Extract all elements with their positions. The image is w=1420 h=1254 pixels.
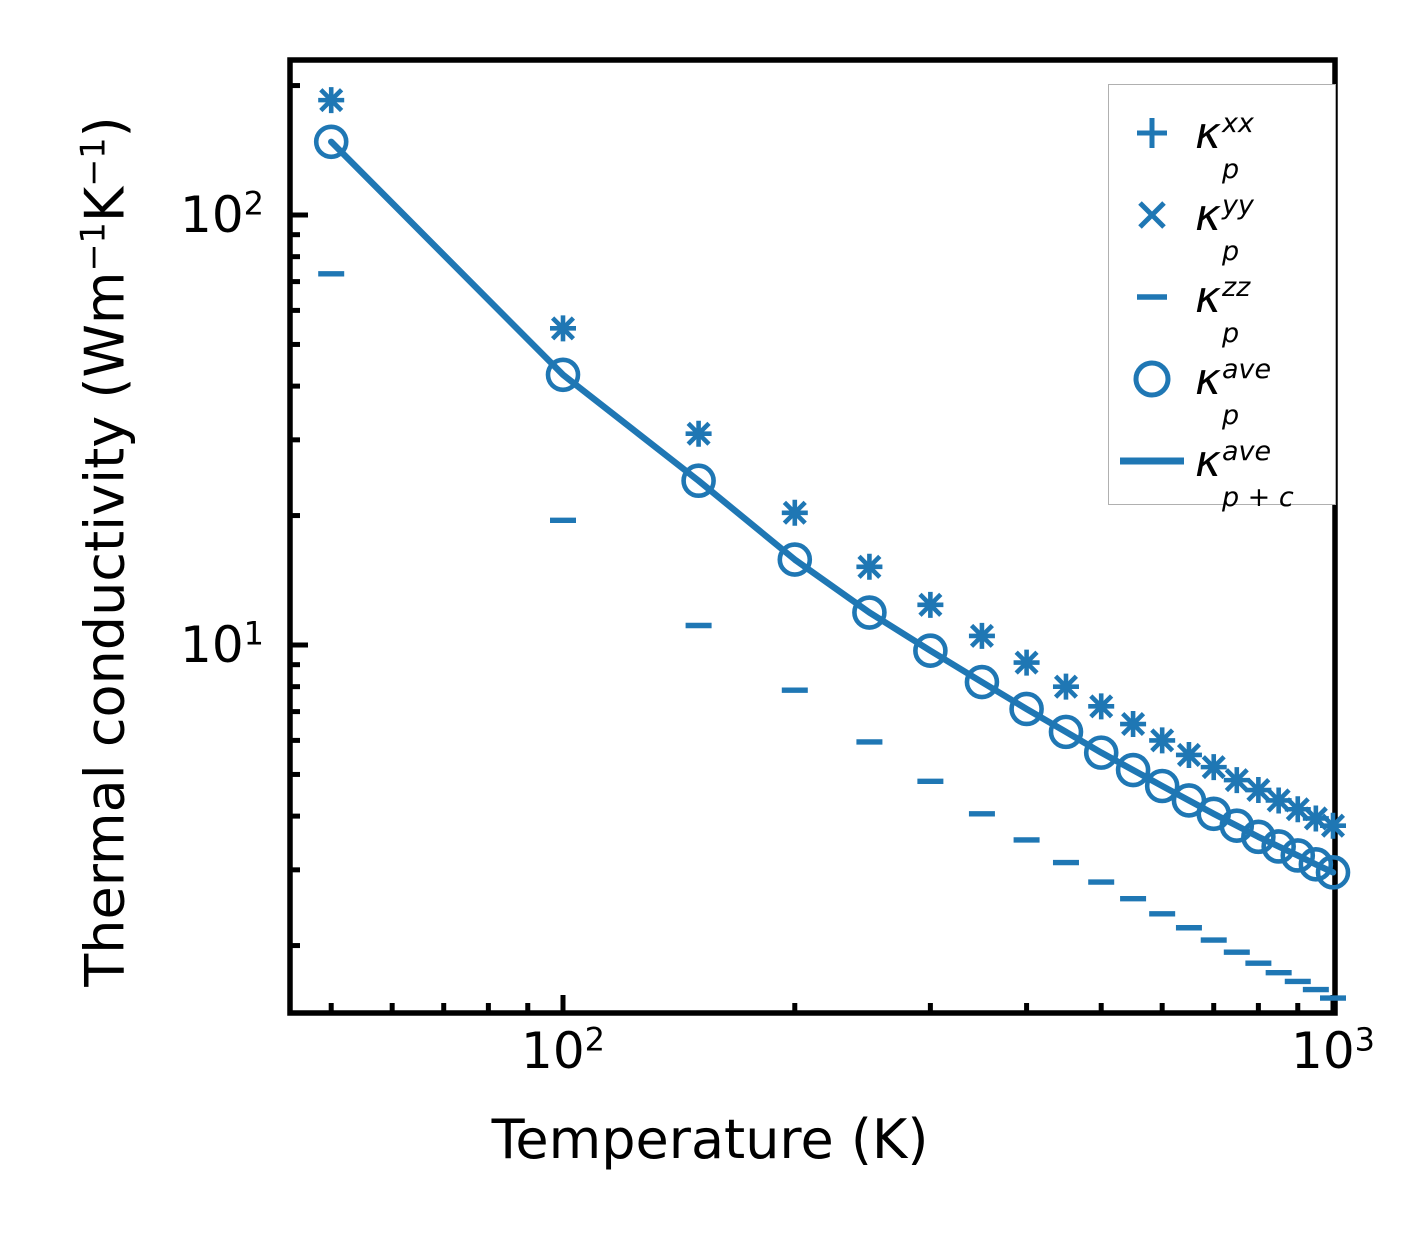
- marker-circle: [1241, 819, 1276, 855]
- y-axis-label: Thermal conductivity (Wm−1K−1): [73, 116, 137, 987]
- x-tick-label-1000: 103: [1291, 1020, 1375, 1080]
- marker-circle: [681, 463, 716, 499]
- cross-icon: [1138, 201, 1166, 229]
- marker-circle: [1009, 691, 1044, 727]
- marker-circle: [1298, 847, 1334, 882]
- legend-item-0[interactable]: κ xx p: [1109, 91, 1337, 185]
- marker-circle: [1144, 768, 1180, 804]
- legend-label-2: κ zz p: [1195, 271, 1251, 349]
- marker-cross: [1201, 755, 1226, 780]
- legend-box: κ xx p κ yy p κ zz p κ ave p κ ave p + c: [1108, 84, 1337, 513]
- legend-item-3[interactable]: κ ave p: [1109, 337, 1337, 431]
- marker-circle: [1315, 855, 1351, 890]
- marker-circle: [852, 595, 887, 630]
- legend-label-1: κ yy p: [1195, 189, 1254, 267]
- marker-cross: [1285, 797, 1310, 822]
- legend-marker-circle-icon: [1109, 337, 1195, 421]
- marker-cross: [1320, 813, 1346, 838]
- marker-cross: [782, 500, 807, 525]
- marker-cross: [319, 88, 344, 113]
- marker-circle: [964, 664, 1000, 700]
- marker-cross: [550, 316, 576, 341]
- marker-cross: [918, 592, 943, 617]
- y-tick-label-100: 102: [180, 184, 264, 244]
- marker-cross: [1150, 728, 1175, 753]
- marker-cross: [1014, 650, 1039, 675]
- circle-icon: [1133, 360, 1171, 398]
- marker-cross: [1089, 694, 1114, 719]
- y-tick-label-10: 101: [180, 614, 264, 674]
- marker-circle: [913, 633, 948, 668]
- legend-label-4: κ ave p + c: [1195, 435, 1294, 513]
- x-tick-label-100: 102: [521, 1020, 605, 1080]
- marker-circle: [1115, 752, 1151, 788]
- series-kappa-p-yy: [319, 88, 1346, 838]
- legend-label-0: κ xx p: [1195, 107, 1254, 185]
- marker-cross: [969, 623, 994, 648]
- marker-cross: [1303, 806, 1328, 831]
- marker-cross: [1246, 777, 1271, 803]
- legend-item-4[interactable]: κ ave p + c: [1109, 419, 1337, 513]
- marker-cross: [1266, 788, 1291, 813]
- marker-circle: [1261, 829, 1296, 864]
- legend-marker-plus-icon: [1109, 91, 1195, 175]
- marker-cross: [686, 421, 711, 446]
- legend-item-1[interactable]: κ yy p: [1109, 173, 1337, 267]
- legend-marker-dash-icon: [1109, 255, 1195, 339]
- marker-circle: [1280, 838, 1316, 873]
- marker-circle: [313, 124, 349, 160]
- marker-cross: [1176, 742, 1201, 767]
- series-kappa-p-zz: [318, 271, 1346, 1001]
- marker-cross: [1224, 768, 1249, 793]
- legend-marker-line-icon: [1109, 419, 1195, 503]
- series-kappa-p-ave: [313, 124, 1351, 890]
- legend-item-2[interactable]: κ zz p: [1109, 255, 1337, 349]
- x-axis-label: Temperature (K): [491, 1108, 929, 1171]
- legend-label-3: κ ave p: [1195, 353, 1272, 431]
- marker-circle: [777, 542, 813, 577]
- marker-cross: [857, 554, 882, 579]
- legend-marker-cross-icon: [1109, 173, 1195, 257]
- marker-circle: [1083, 735, 1119, 770]
- marker-cross: [1121, 711, 1146, 737]
- marker-circle: [545, 357, 581, 393]
- marker-circle: [1048, 714, 1084, 750]
- marker-cross: [1053, 674, 1078, 699]
- plus-icon: [1137, 118, 1167, 148]
